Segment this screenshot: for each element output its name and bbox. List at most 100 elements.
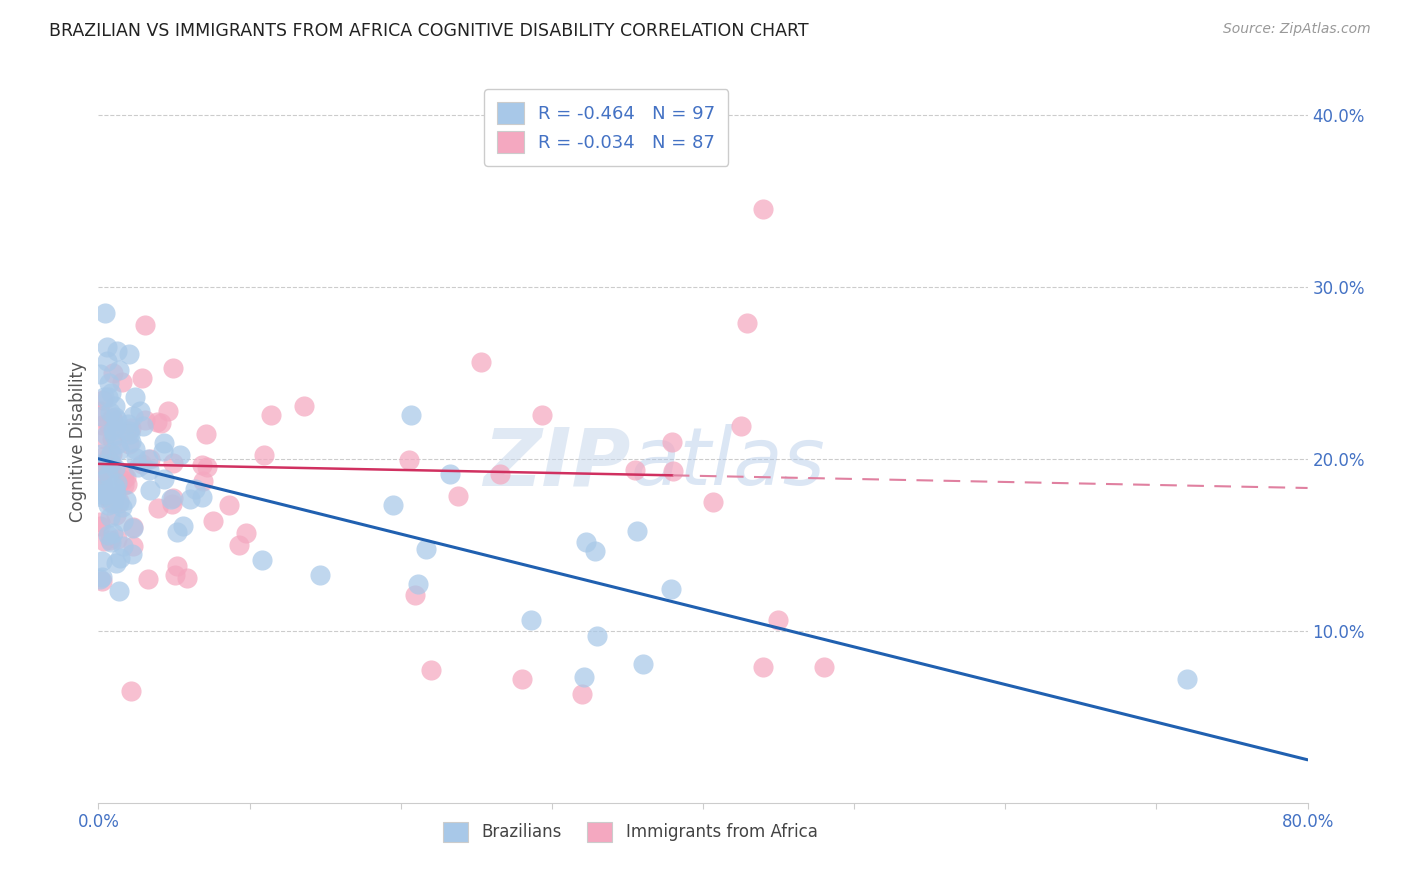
Point xyxy=(104,486,127,500)
Point xyxy=(121,548,143,562)
Point xyxy=(90,409,112,424)
Point xyxy=(766,614,789,628)
Point xyxy=(624,462,647,476)
Point xyxy=(97,527,120,541)
Point xyxy=(191,474,214,488)
Point xyxy=(91,477,114,491)
Point xyxy=(132,418,155,433)
Point xyxy=(633,657,655,672)
Point xyxy=(575,535,598,549)
Point xyxy=(118,437,141,451)
Point xyxy=(117,417,139,432)
Point xyxy=(399,408,422,422)
Point xyxy=(176,571,198,585)
Text: ZIP: ZIP xyxy=(484,425,630,502)
Point xyxy=(104,508,127,523)
Point xyxy=(104,481,127,495)
Point xyxy=(120,435,142,450)
Point xyxy=(510,672,533,686)
Point xyxy=(626,524,648,538)
Point xyxy=(166,525,188,540)
Point xyxy=(195,459,218,474)
Point xyxy=(398,453,420,467)
Point xyxy=(89,404,111,418)
Point xyxy=(152,444,174,458)
Point xyxy=(94,487,117,501)
Point xyxy=(531,408,554,422)
Point xyxy=(136,452,159,467)
Point xyxy=(111,375,134,389)
Point xyxy=(112,473,135,487)
Point xyxy=(121,539,143,553)
Point xyxy=(235,525,257,540)
Point xyxy=(98,495,121,509)
Point xyxy=(100,446,122,460)
Point xyxy=(122,521,145,535)
Point xyxy=(702,494,724,508)
Point xyxy=(162,360,184,375)
Point xyxy=(813,660,835,674)
Point xyxy=(108,495,131,509)
Point xyxy=(146,415,169,429)
Point xyxy=(138,463,160,477)
Point xyxy=(90,574,112,589)
Point xyxy=(89,572,111,586)
Point xyxy=(125,450,148,465)
Point xyxy=(100,460,122,475)
Point xyxy=(101,525,124,540)
Point xyxy=(120,421,142,435)
Point xyxy=(103,489,125,503)
Point xyxy=(191,458,214,472)
Point xyxy=(124,442,146,457)
Point xyxy=(96,340,118,354)
Point xyxy=(160,498,183,512)
Point xyxy=(97,451,120,466)
Point xyxy=(139,483,162,497)
Point xyxy=(105,419,128,434)
Text: BRAZILIAN VS IMMIGRANTS FROM AFRICA COGNITIVE DISABILITY CORRELATION CHART: BRAZILIAN VS IMMIGRANTS FROM AFRICA COGN… xyxy=(49,22,808,40)
Point xyxy=(97,390,120,404)
Point xyxy=(138,452,160,467)
Point xyxy=(382,498,405,512)
Point xyxy=(94,428,117,442)
Point xyxy=(138,572,160,586)
Point xyxy=(120,684,142,698)
Point xyxy=(156,403,179,417)
Point xyxy=(661,464,683,478)
Point xyxy=(100,535,122,549)
Point xyxy=(114,492,136,507)
Point xyxy=(97,498,120,512)
Point xyxy=(586,629,609,643)
Point xyxy=(101,424,124,438)
Point xyxy=(93,390,115,404)
Point xyxy=(111,539,134,553)
Point xyxy=(100,432,122,446)
Point xyxy=(149,417,172,431)
Point xyxy=(98,405,121,419)
Point xyxy=(107,584,129,599)
Point xyxy=(98,376,121,390)
Point xyxy=(112,515,135,529)
Point xyxy=(105,344,128,359)
Point xyxy=(101,447,124,461)
Point xyxy=(93,533,115,548)
Point xyxy=(470,355,492,369)
Point xyxy=(730,418,752,433)
Point xyxy=(572,671,595,685)
Point xyxy=(89,515,111,529)
Point xyxy=(94,305,117,319)
Point xyxy=(97,467,120,481)
Point xyxy=(107,443,129,458)
Point xyxy=(103,496,125,510)
Point xyxy=(250,553,273,567)
Point xyxy=(752,660,775,674)
Point xyxy=(118,424,141,438)
Point xyxy=(98,510,121,524)
Point xyxy=(122,520,145,534)
Point xyxy=(89,487,111,501)
Point xyxy=(91,392,114,407)
Point xyxy=(131,457,153,471)
Point xyxy=(661,435,683,450)
Point xyxy=(406,576,429,591)
Point xyxy=(97,483,120,497)
